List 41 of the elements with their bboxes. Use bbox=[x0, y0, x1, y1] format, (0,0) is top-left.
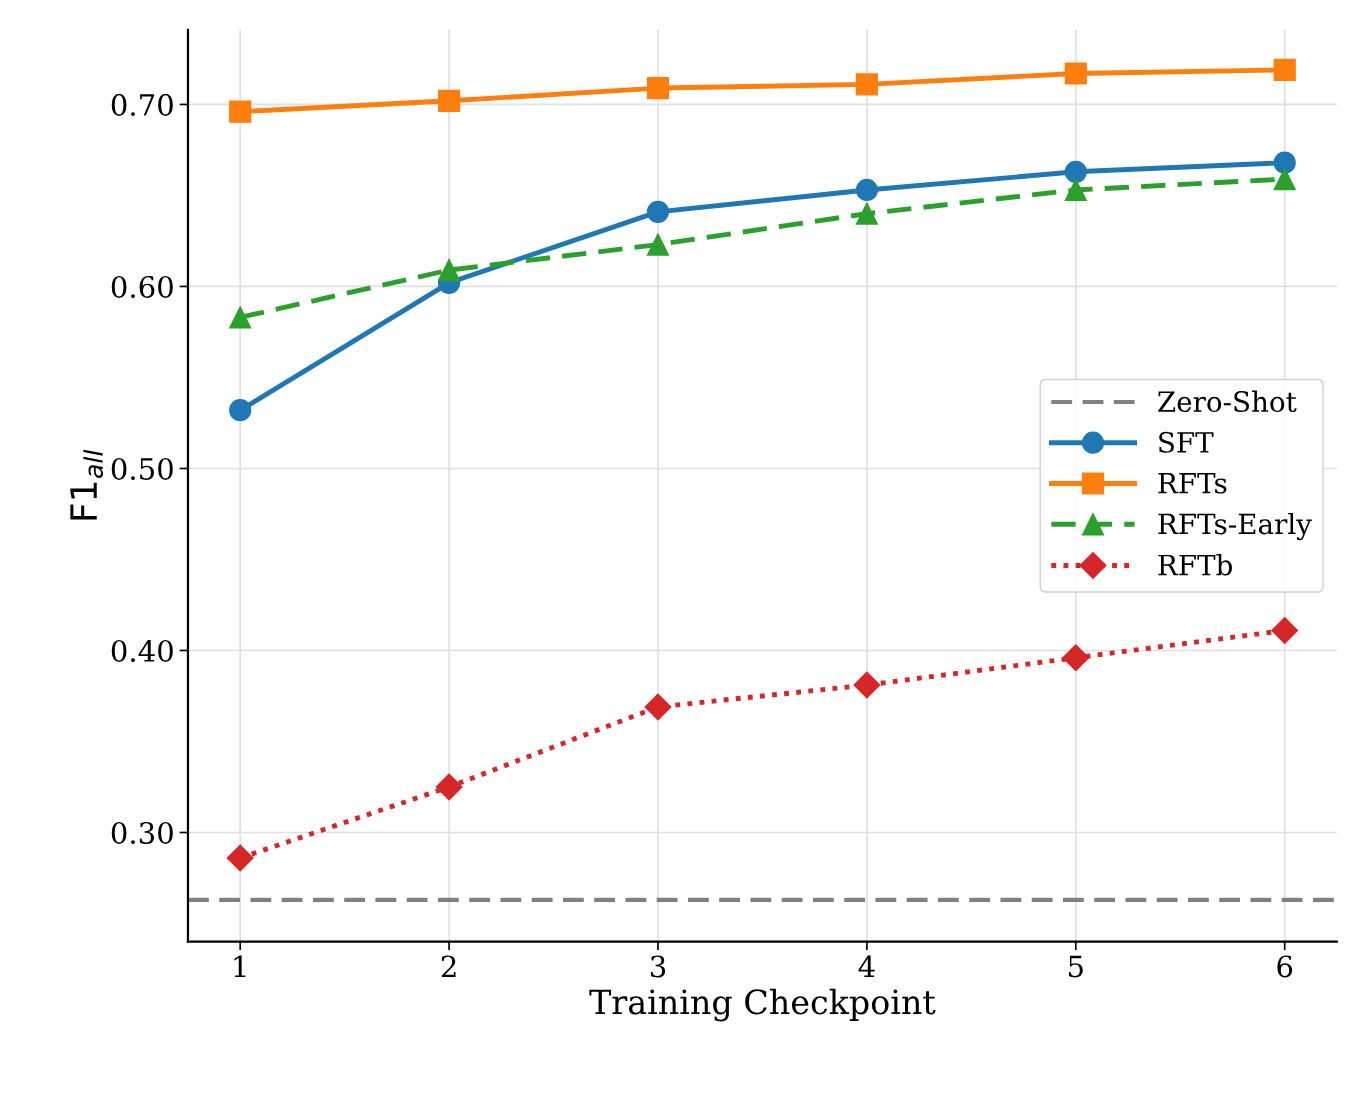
point bbox=[1273, 151, 1296, 174]
point bbox=[437, 89, 461, 112]
point bbox=[644, 693, 672, 721]
legend-label: Zero-Shot bbox=[1158, 390, 1297, 413]
point bbox=[1064, 62, 1087, 85]
x-tick-label: 6 bbox=[1277, 955, 1293, 978]
point bbox=[1271, 617, 1299, 644]
point bbox=[646, 233, 670, 256]
point bbox=[855, 202, 879, 225]
point bbox=[229, 399, 252, 422]
point bbox=[229, 306, 252, 329]
x-tick-label: 2 bbox=[441, 955, 456, 978]
legend-label: SFT bbox=[1159, 431, 1214, 453]
x-tick-label: 1 bbox=[234, 955, 246, 978]
y-tick-label: 0.70 bbox=[111, 93, 173, 116]
point bbox=[437, 258, 461, 282]
legend-label: RFTb bbox=[1158, 554, 1232, 576]
x-axis-title: Training Checkpoint bbox=[589, 988, 936, 1022]
point bbox=[226, 844, 254, 872]
point bbox=[1064, 160, 1087, 183]
y-axis-title: F1$_{all}$ bbox=[70, 449, 104, 520]
point bbox=[855, 178, 879, 202]
point bbox=[853, 671, 881, 699]
point bbox=[1062, 644, 1090, 672]
x-tick-label: 3 bbox=[650, 955, 666, 978]
y-tick-label: 0.60 bbox=[111, 275, 173, 298]
y-tick-label: 0.50 bbox=[111, 457, 173, 480]
legend-label: RFTs bbox=[1158, 472, 1227, 494]
x-tick-label: 4 bbox=[858, 955, 875, 978]
point bbox=[855, 73, 879, 96]
point bbox=[1273, 58, 1296, 81]
legend-label: RFTs-Early bbox=[1158, 512, 1312, 541]
y-tick-label: 0.30 bbox=[111, 821, 173, 844]
point bbox=[1064, 178, 1087, 202]
point bbox=[646, 200, 670, 223]
point bbox=[646, 76, 670, 100]
x-tick-label: 5 bbox=[1069, 955, 1083, 978]
y-tick-label: 0.40 bbox=[111, 639, 173, 662]
point bbox=[435, 773, 463, 801]
point bbox=[1273, 167, 1296, 191]
point bbox=[229, 100, 252, 123]
